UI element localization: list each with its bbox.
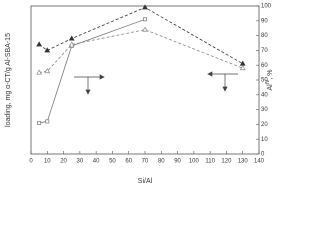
marker	[36, 41, 43, 47]
x-tick-label: 110	[205, 159, 215, 165]
x-tick-label: 130	[238, 159, 249, 165]
y2-tick-label: 90	[261, 18, 268, 24]
y2-title-base: Al	[267, 84, 274, 91]
chart: Si/Al loading, mg α-CT/g Al-SBA-15 AlIV,…	[5, 4, 274, 185]
marker	[68, 41, 75, 47]
arrow-head	[85, 89, 91, 95]
x-tick-label: 60	[125, 159, 132, 165]
y2-title-sup: IV	[265, 79, 271, 84]
marker	[142, 4, 148, 10]
x-tick-label: 90	[174, 159, 181, 165]
y2-tick-label: 20	[261, 122, 268, 128]
marker	[44, 68, 51, 74]
y2-tick-label: 70	[261, 48, 268, 54]
y2-tick-label: 100	[261, 4, 272, 10]
y2-tick-label: 10	[261, 137, 268, 143]
y2-tick-label: 30	[261, 107, 268, 113]
y2-tick-label: 60	[261, 63, 268, 69]
x-tick-label: 30	[77, 159, 84, 165]
x-tick-label: 0	[29, 159, 33, 165]
x-tick-label: 120	[221, 159, 232, 165]
y2-tick-label: 0	[261, 152, 265, 158]
series-line	[39, 18, 146, 124]
y-axis-title: loading, mg α-CT/g Al-SBA-15	[5, 33, 12, 127]
marker	[45, 119, 50, 124]
marker	[37, 120, 42, 125]
series-line	[38, 7, 243, 65]
x-axis-title: Si/Al	[138, 178, 153, 185]
x-tick-label: 80	[158, 159, 165, 165]
marker	[142, 26, 148, 32]
x-tick-label: 70	[142, 159, 149, 165]
series-line	[39, 29, 243, 73]
y2-tick-label: 80	[261, 33, 268, 39]
marker	[68, 35, 75, 41]
arrows	[74, 71, 238, 95]
marker	[239, 60, 246, 66]
marker	[239, 65, 246, 71]
marker	[143, 17, 147, 22]
marker	[36, 69, 43, 75]
x-tick-label: 20	[60, 159, 67, 165]
y2-title-rest: , %	[267, 69, 274, 79]
y2-tick-label: 40	[261, 92, 268, 98]
y2-tick-label: 50	[261, 78, 268, 84]
x-tick-label: 50	[109, 159, 116, 165]
arrow-head	[207, 71, 213, 77]
y2-axis-title: AlIV, %	[265, 69, 274, 90]
arrow-head	[99, 74, 105, 80]
x-tick-label: 100	[189, 159, 200, 165]
arrow-head	[222, 86, 228, 92]
x-tick-label: 140	[254, 159, 265, 165]
x-tick-label: 10	[44, 159, 51, 165]
x-tick-label: 40	[93, 159, 100, 165]
marker	[44, 47, 51, 53]
